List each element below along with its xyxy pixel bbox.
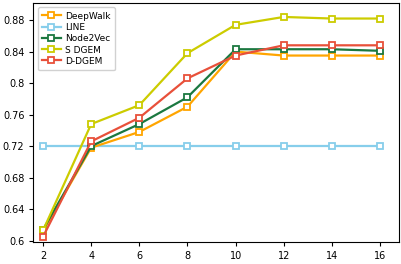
D-DGEM	[89, 140, 93, 143]
DeepWalk	[89, 146, 93, 149]
Node2Vec	[41, 228, 45, 231]
S DGEM	[184, 51, 189, 55]
LINE	[41, 144, 45, 148]
LINE	[137, 144, 142, 148]
Node2Vec	[377, 49, 381, 52]
Node2Vec	[89, 144, 93, 148]
D-DGEM	[328, 44, 333, 47]
S DGEM	[41, 229, 45, 232]
DeepWalk	[137, 130, 142, 134]
S DGEM	[137, 103, 142, 107]
LINE	[184, 144, 189, 148]
Node2Vec	[233, 48, 237, 51]
Line: Node2Vec: Node2Vec	[39, 46, 383, 233]
DeepWalk	[281, 54, 286, 57]
Node2Vec	[137, 122, 142, 126]
DeepWalk	[233, 50, 237, 53]
DeepWalk	[328, 54, 333, 57]
D-DGEM	[137, 116, 142, 119]
DeepWalk	[41, 230, 45, 233]
S DGEM	[328, 17, 333, 20]
DeepWalk	[377, 54, 381, 57]
Line: S DGEM: S DGEM	[39, 13, 383, 234]
Node2Vec	[281, 48, 286, 51]
Node2Vec	[184, 96, 189, 99]
Line: D-DGEM: D-DGEM	[39, 42, 383, 240]
LINE	[89, 144, 93, 148]
S DGEM	[377, 17, 381, 20]
DeepWalk	[184, 105, 189, 108]
Line: DeepWalk: DeepWalk	[39, 48, 383, 235]
D-DGEM	[41, 235, 45, 238]
LINE	[328, 144, 333, 148]
D-DGEM	[233, 54, 237, 57]
D-DGEM	[281, 44, 286, 47]
LINE	[233, 144, 237, 148]
Node2Vec	[328, 48, 333, 51]
S DGEM	[281, 15, 286, 18]
D-DGEM	[184, 77, 189, 80]
S DGEM	[233, 23, 237, 26]
LINE	[281, 144, 286, 148]
S DGEM	[89, 122, 93, 126]
D-DGEM	[377, 44, 381, 47]
LINE	[377, 144, 381, 148]
Line: LINE: LINE	[39, 143, 383, 150]
Legend: DeepWalk, LINE, Node2Vec, S DGEM, D-DGEM: DeepWalk, LINE, Node2Vec, S DGEM, D-DGEM	[38, 7, 115, 70]
